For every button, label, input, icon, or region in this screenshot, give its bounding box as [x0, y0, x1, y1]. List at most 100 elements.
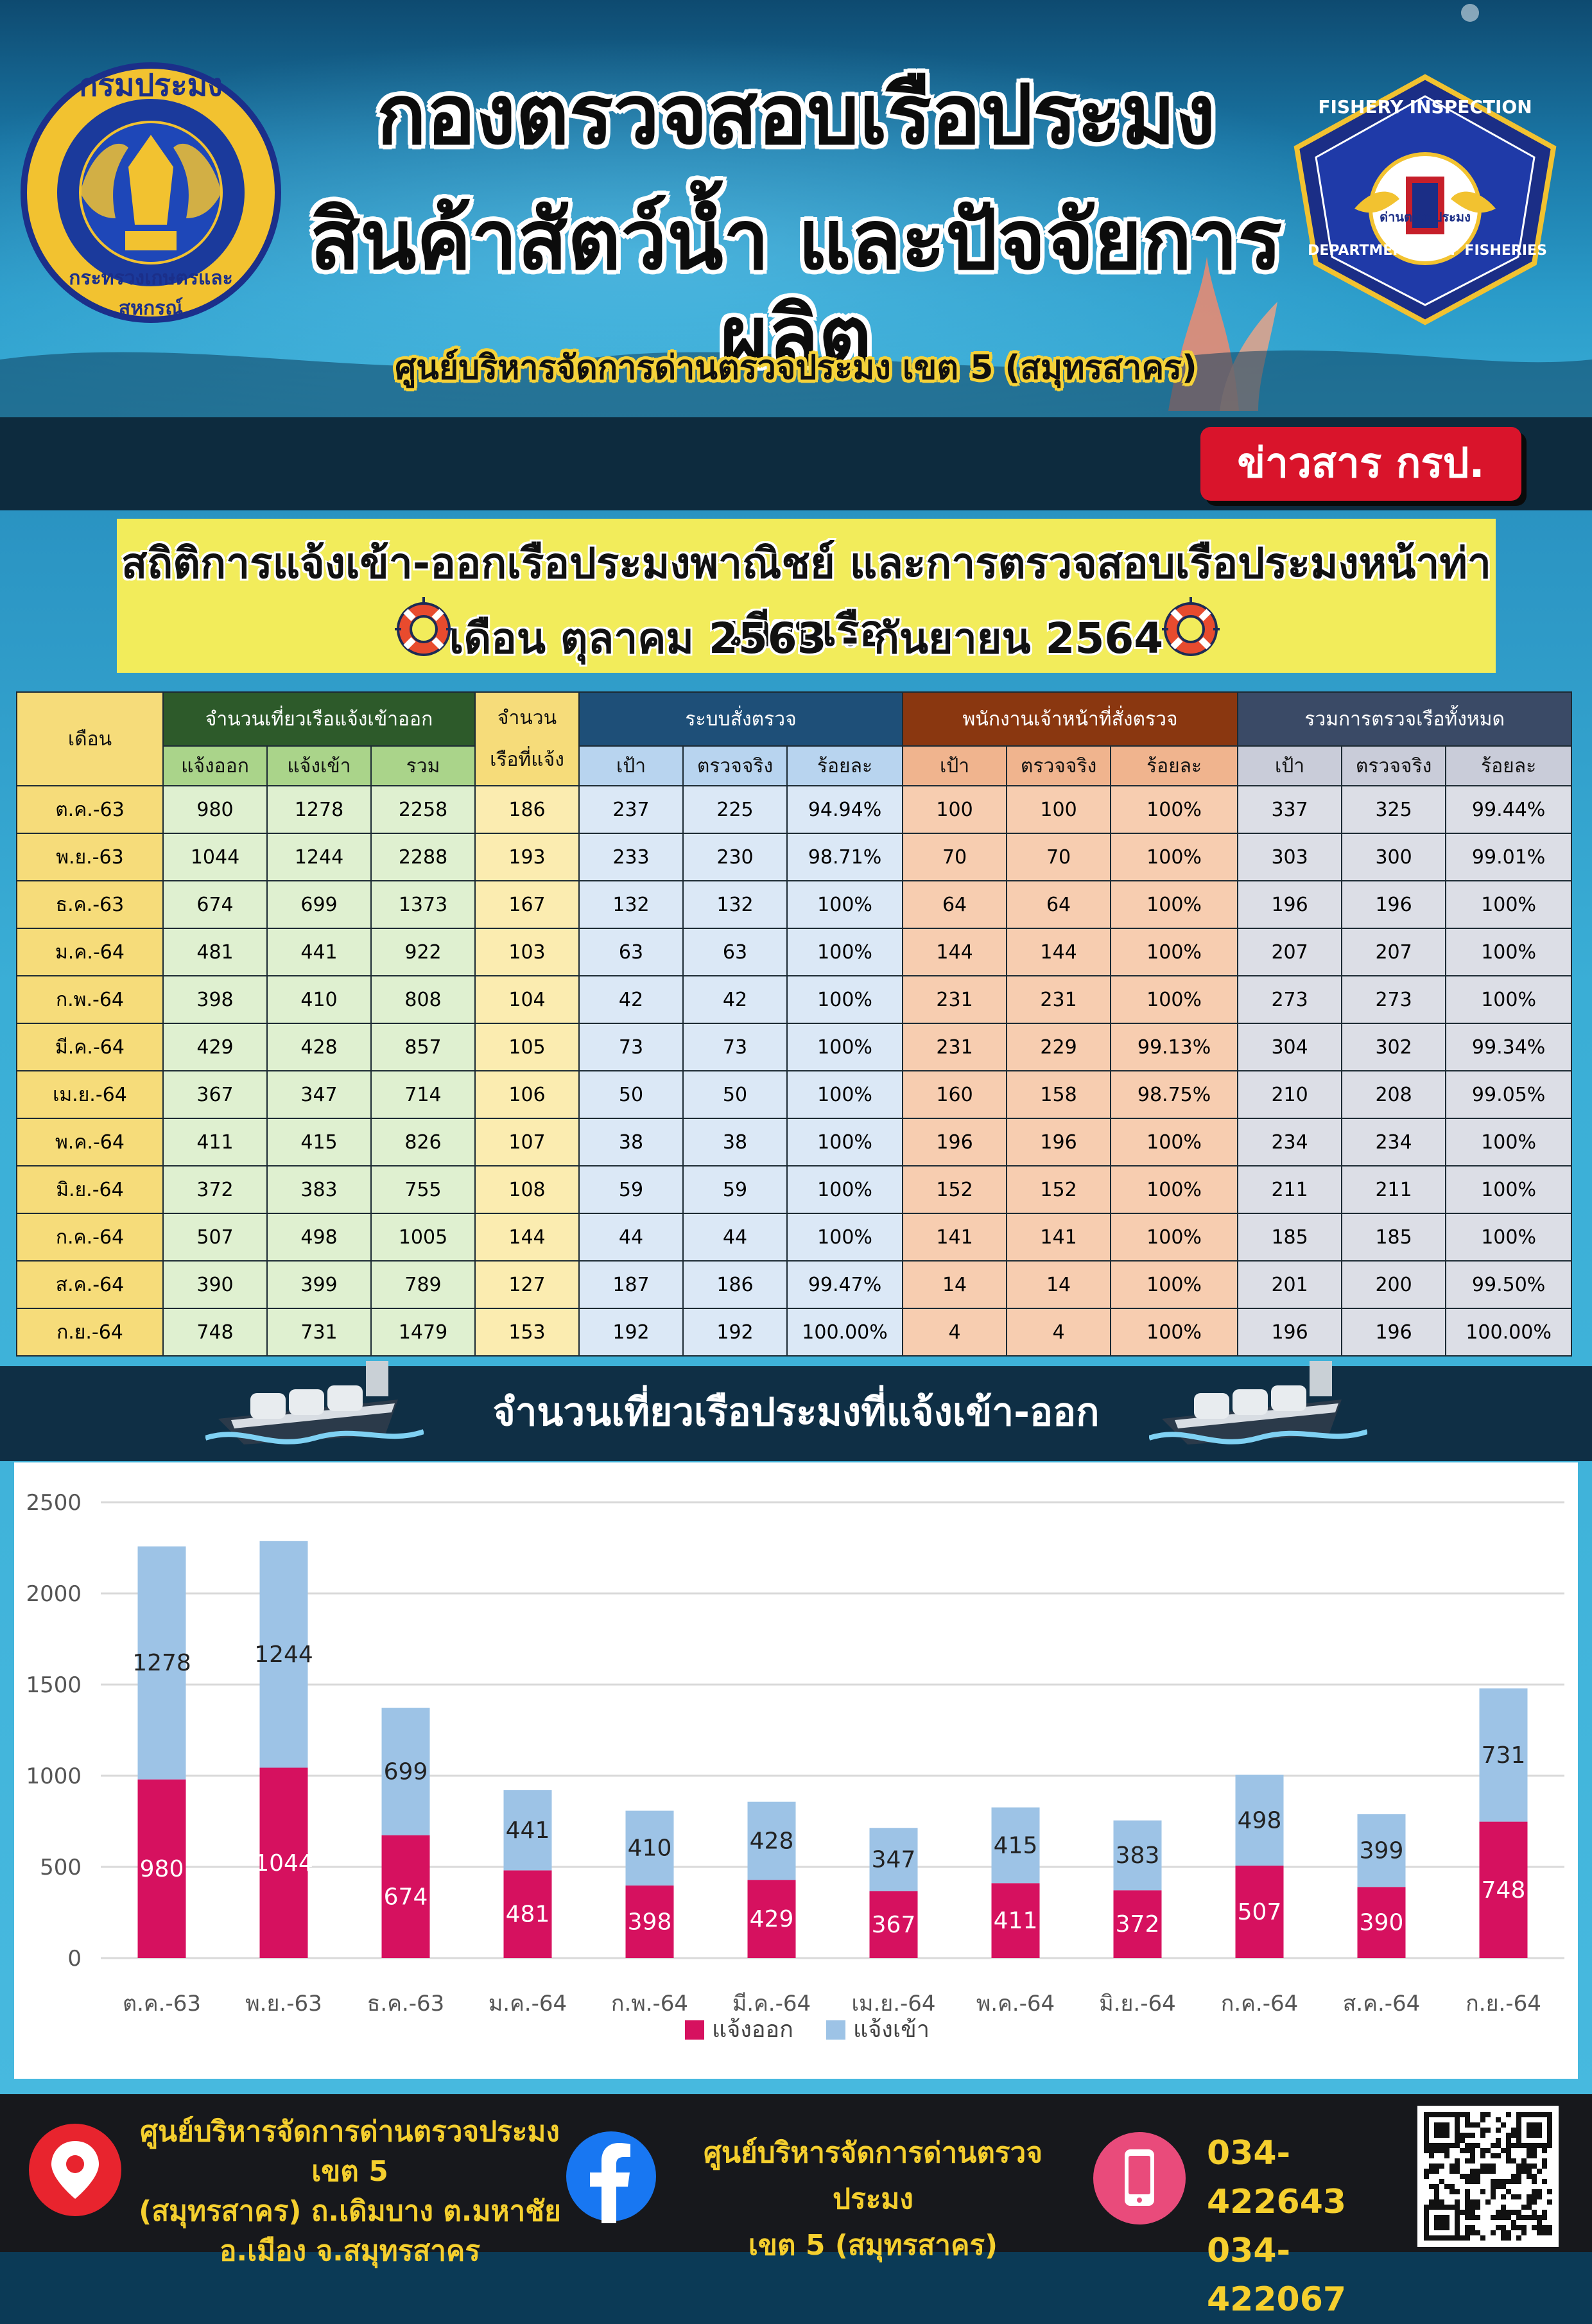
bar-segment-in [625, 1810, 674, 1886]
page-title-line1: กองตรวจสอบเรือประมง [376, 67, 1216, 163]
header-month: เดือน [16, 691, 164, 786]
cell-sys-p: 100% [786, 1023, 904, 1071]
cell-in: 399 [266, 1260, 372, 1309]
cell-sum: 1373 [370, 880, 476, 929]
x-tick-label: มี.ค.-64 [732, 1991, 811, 2016]
bar-segment-in [1479, 1688, 1528, 1822]
cell-sys-a: 225 [682, 785, 788, 834]
cell-sys-a: 192 [682, 1308, 788, 1357]
right-logo-top-text: FISHERY INSPECTION [1318, 96, 1532, 117]
footer-address-line1: ศูนย์บริหารจัดการด่านตรวจประมง เขต 5 [140, 2115, 560, 2188]
cell-tot-a: 300 [1341, 833, 1447, 881]
footer-facebook-page[interactable]: ศูนย์บริหารจัดการด่านตรวจประมง เขต 5 (สม… [668, 2130, 1078, 2269]
cell-sys-p: 98.71% [786, 833, 904, 881]
cell-out: 411 [162, 1118, 268, 1166]
cell-in: 498 [266, 1213, 372, 1262]
cell-vessels: 186 [474, 785, 580, 834]
cell-tot-p: 99.44% [1445, 785, 1573, 834]
cell-vessels: 106 [474, 1070, 580, 1119]
cell-month: มี.ค.-64 [16, 1023, 164, 1071]
x-tick-label: ธ.ค.-63 [367, 1991, 445, 2016]
cell-off-a: 141 [1006, 1213, 1112, 1262]
data-label-in: 415 [994, 1832, 1038, 1859]
cell-off-t: 160 [902, 1070, 1008, 1119]
data-label-out: 481 [506, 1902, 550, 1928]
cell-tot-t: 234 [1237, 1118, 1343, 1166]
bar-segment-in [1113, 1820, 1162, 1891]
cell-sum: 714 [370, 1070, 476, 1119]
cell-sum: 922 [370, 928, 476, 976]
cell-off-p: 100% [1110, 1308, 1239, 1357]
footer-fb-line1: ศูนย์บริหารจัดการด่านตรวจประมง [703, 2137, 1043, 2216]
cell-off-t: 152 [902, 1165, 1008, 1214]
cell-in: 428 [266, 1023, 372, 1071]
cell-off-p: 100% [1110, 1260, 1239, 1309]
cell-tot-p: 99.05% [1445, 1070, 1573, 1119]
header-out: แจ้งออก [162, 745, 268, 786]
x-tick-label: ก.ย.-64 [1466, 1991, 1541, 2016]
bar-segment-out [259, 1767, 308, 1958]
lifebuoy-icon [395, 597, 453, 656]
phone-number-2[interactable]: 034-422067 [1207, 2232, 1347, 2319]
data-label-in: 1278 [132, 1650, 191, 1676]
cell-off-a: 64 [1006, 880, 1112, 929]
cell-sys-a: 230 [682, 833, 788, 881]
header-total-actual: ตรวจจริง [1341, 745, 1447, 786]
cell-vessels: 107 [474, 1118, 580, 1166]
cell-sum: 2288 [370, 833, 476, 881]
cell-off-p: 98.75% [1110, 1070, 1239, 1119]
cell-off-p: 100% [1110, 975, 1239, 1024]
cell-tot-t: 201 [1237, 1260, 1343, 1309]
cell-off-p: 100% [1110, 880, 1239, 929]
cell-in: 441 [266, 928, 372, 976]
data-label-in: 383 [1116, 1843, 1160, 1869]
x-tick-label: ส.ค.-64 [1343, 1991, 1421, 2016]
cell-sys-a: 44 [682, 1213, 788, 1262]
cell-sys-t: 132 [578, 880, 684, 929]
header-notify-group: จำนวนเที่ยวเรือแจ้งเข้าออก [162, 691, 476, 747]
cell-off-p: 100% [1110, 1165, 1239, 1214]
cell-vessels: 105 [474, 1023, 580, 1071]
footer-address: ศูนย์บริหารจัดการด่านตรวจประมง เขต 5 (สม… [138, 2112, 562, 2271]
cell-off-t: 141 [902, 1213, 1008, 1262]
data-label-in: 699 [384, 1758, 428, 1785]
data-label-out: 411 [994, 1908, 1038, 1934]
cell-off-p: 99.13% [1110, 1023, 1239, 1071]
cell-tot-a: 302 [1341, 1023, 1447, 1071]
cell-sys-p: 100% [786, 928, 904, 976]
x-tick-label: ก.พ.-64 [611, 1991, 688, 2016]
cell-sys-a: 73 [682, 1023, 788, 1071]
right-logo-left-text: DEPARTMENT [1308, 243, 1414, 259]
y-tick-label: 0 [67, 1946, 82, 1972]
bar-segment-in [991, 1807, 1040, 1884]
data-label-out: 980 [140, 1856, 184, 1882]
cell-out: 390 [162, 1260, 268, 1309]
cell-off-a: 152 [1006, 1165, 1112, 1214]
table-row: ธ.ค.-63 674 699 1373 167 132 132 100% 64 64 100% 19… [16, 880, 1573, 929]
qr-code[interactable] [1417, 2106, 1559, 2247]
cell-tot-a: 211 [1341, 1165, 1447, 1214]
header-system-target: เป้า [578, 745, 684, 786]
cell-tot-p: 100% [1445, 880, 1573, 929]
location-pin-icon [29, 2124, 121, 2216]
cell-sum: 755 [370, 1165, 476, 1214]
cell-out: 507 [162, 1213, 268, 1262]
phone-number-1[interactable]: 034-422643 [1207, 2134, 1347, 2221]
header-total-group: รวมการตรวจเรือทั้งหมด [1237, 691, 1573, 747]
y-tick-label: 2000 [26, 1581, 82, 1607]
cell-tot-a: 273 [1341, 975, 1447, 1024]
cell-in: 1244 [266, 833, 372, 881]
cell-tot-p: 100% [1445, 975, 1573, 1024]
cell-tot-t: 303 [1237, 833, 1343, 881]
cell-sys-p: 100% [786, 1118, 904, 1166]
cell-tot-t: 304 [1237, 1023, 1343, 1071]
facebook-icon[interactable] [565, 2130, 658, 2223]
cell-off-p: 100% [1110, 833, 1239, 881]
cell-sys-t: 233 [578, 833, 684, 881]
header-banner: กรมประมง กระทรวงเกษตรและสหกรณ์ กองตรวจสอ… [0, 0, 1592, 424]
legend-label-out: แจ้งออก [712, 2016, 793, 2043]
cell-tot-t: 207 [1237, 928, 1343, 976]
news-badge: ข่าวสาร กรป. [1200, 427, 1521, 501]
header-sum: รวม [370, 745, 476, 786]
table-row: มี.ค.-64 429 428 857 105 73 73 100% 231 229 99.13%… [16, 1023, 1573, 1071]
